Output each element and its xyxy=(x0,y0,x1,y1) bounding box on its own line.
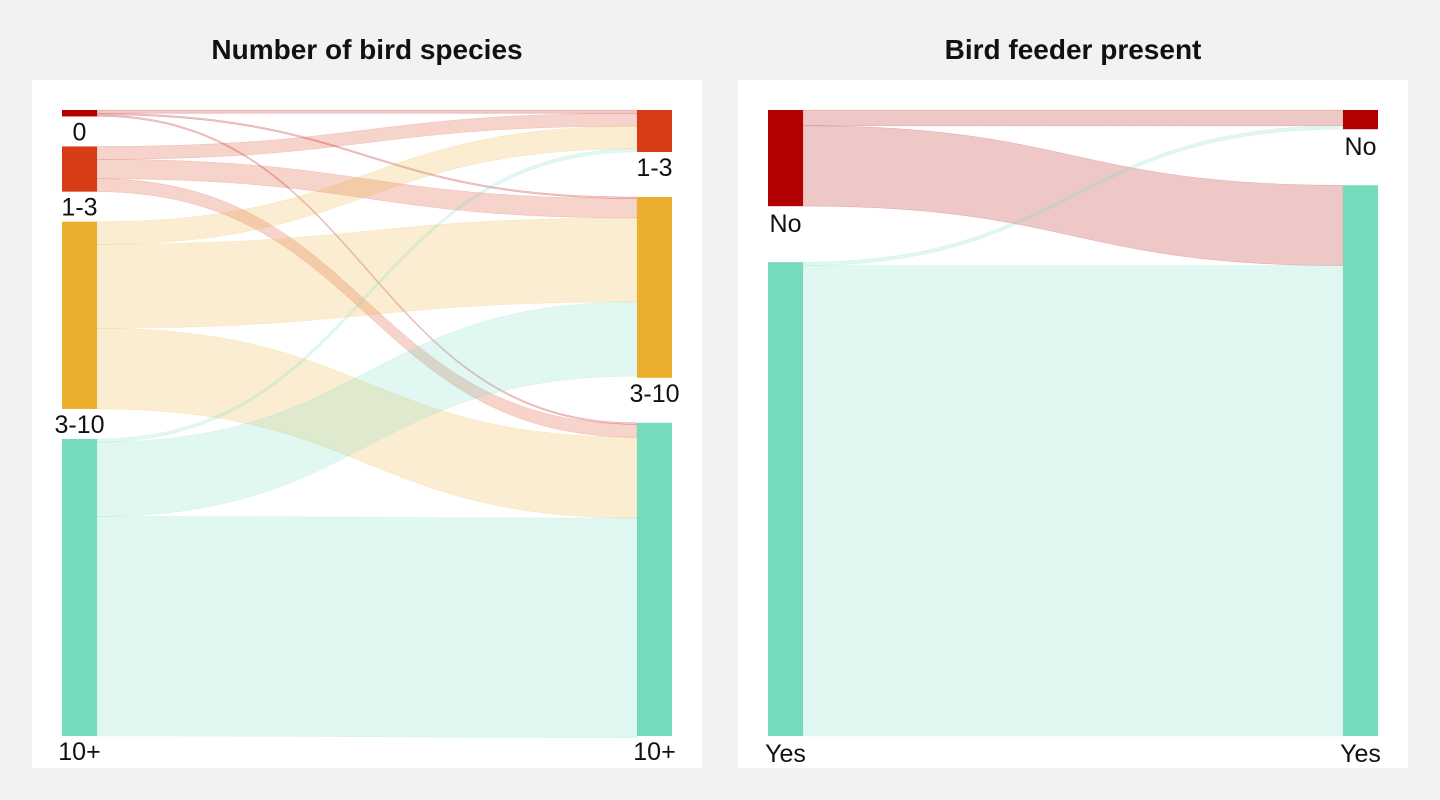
node-label-right-3-10: 3-10 xyxy=(629,380,679,408)
node-right-10plus[interactable] xyxy=(637,422,672,736)
node-label-left-no: No xyxy=(770,210,802,238)
nodes: No Yes No Yes xyxy=(765,110,1381,768)
node-label-right-10plus: 10+ xyxy=(633,738,675,766)
node-left-1-3[interactable] xyxy=(62,146,97,192)
node-label-left-1-3: 1-3 xyxy=(61,194,97,222)
node-label-left-0: 0 xyxy=(73,118,87,146)
node-label-left-10plus: 10+ xyxy=(58,738,100,766)
node-left-yes[interactable] xyxy=(768,262,803,736)
flows xyxy=(802,109,1344,737)
node-right-3-10[interactable] xyxy=(637,196,672,378)
node-left-10plus[interactable] xyxy=(62,438,97,736)
node-left-no[interactable] xyxy=(768,110,803,207)
node-right-no[interactable] xyxy=(1343,110,1378,130)
node-left-3-10[interactable] xyxy=(62,221,97,409)
flow-10plus-to-10plus xyxy=(96,516,638,738)
node-right-1-3[interactable] xyxy=(637,110,672,152)
flow-yes-to-yes xyxy=(802,265,1344,737)
node-label-right-1-3: 1-3 xyxy=(636,154,672,182)
sankey-panel-species: 0 1-3 3-10 10+ 1-3 3-10 10+ xyxy=(32,80,702,768)
node-label-left-3-10: 3-10 xyxy=(54,411,104,439)
nodes: 0 1-3 3-10 10+ 1-3 3-10 10+ xyxy=(54,110,680,766)
node-right-yes[interactable] xyxy=(1343,185,1378,737)
flow-0-to-1-3 xyxy=(96,109,638,114)
node-label-left-yes: Yes xyxy=(765,740,806,768)
flow-no-to-no xyxy=(802,109,1344,127)
node-label-right-yes: Yes xyxy=(1340,740,1381,768)
sankey-diagram-species: 0 1-3 3-10 10+ 1-3 3-10 10+ xyxy=(54,109,680,766)
node-left-0[interactable] xyxy=(62,110,97,117)
node-label-right-no: No xyxy=(1345,133,1377,161)
panel-title-feeder: Bird feeder present xyxy=(944,34,1202,65)
panel-title-species: Number of bird species xyxy=(211,34,523,65)
flows xyxy=(96,109,638,738)
sankey-diagram-feeder: No Yes No Yes xyxy=(765,109,1381,768)
sankey-panel-feeder: No Yes No Yes xyxy=(738,80,1408,768)
